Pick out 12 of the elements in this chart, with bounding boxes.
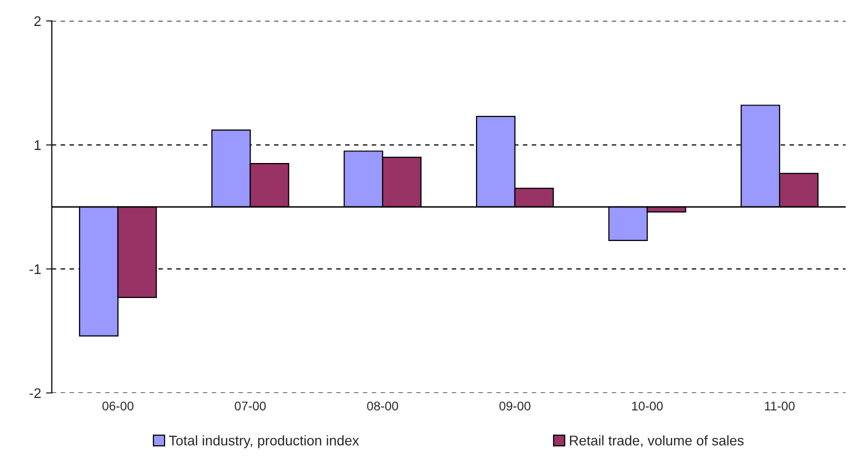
x-tick-label: 11-00 [765, 402, 795, 410]
x-tick-label: 09-00 [499, 402, 530, 410]
y-tick-label: -1 [30, 264, 41, 274]
x-tick-label: 10-00 [632, 402, 663, 410]
x-tick-label: 06-00 [102, 402, 134, 410]
legend-label: Retail trade, volume of sales [570, 435, 744, 448]
legend-label: Total industry, production index [169, 435, 359, 448]
y-tick-label: -2 [30, 388, 41, 398]
y-tick-label: 1 [34, 140, 41, 150]
y-tick-label: 2 [34, 16, 41, 26]
x-tick-label: 07-00 [234, 402, 266, 410]
x-tick-label: 08-00 [367, 402, 398, 410]
